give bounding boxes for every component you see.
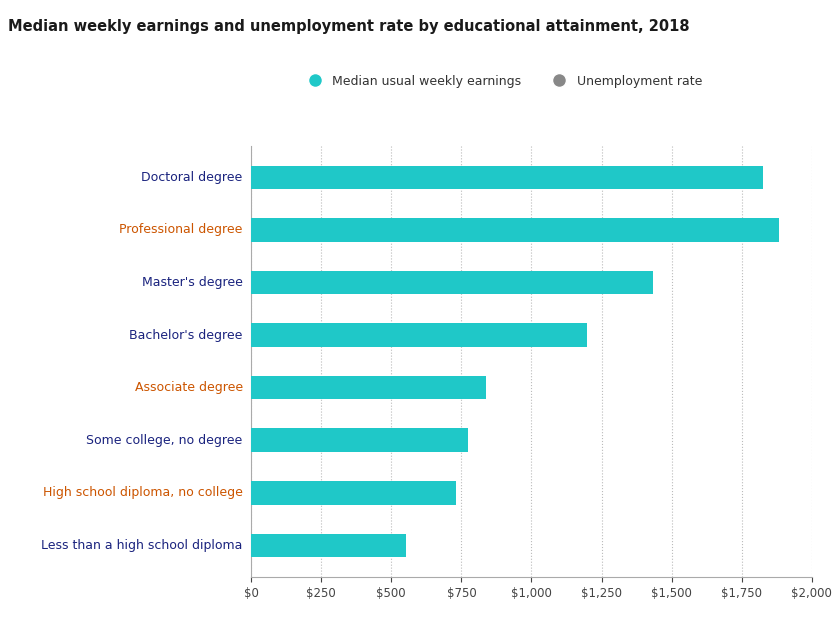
Bar [251,534,405,557]
Bar [251,429,467,452]
Text: Median weekly earnings and unemployment rate by educational attainment, 2018: Median weekly earnings and unemployment … [8,19,689,34]
Bar [251,165,762,189]
Text: High school diploma, no college: High school diploma, no college [43,486,242,500]
Bar [251,376,485,399]
Text: Associate degree: Associate degree [135,381,242,394]
Text: Less than a high school diploma: Less than a high school diploma [41,539,242,552]
Legend: Median usual weekly earnings, Unemployment rate: Median usual weekly earnings, Unemployme… [297,70,706,93]
Bar [251,218,778,242]
Bar [251,271,652,294]
Bar [251,323,586,347]
Text: Some college, no degree: Some college, no degree [86,434,242,447]
Text: Doctoral degree: Doctoral degree [141,171,242,184]
Bar [251,481,456,505]
Text: Master's degree: Master's degree [141,276,242,289]
Text: Professional degree: Professional degree [120,223,242,236]
Text: Bachelor's degree: Bachelor's degree [129,328,242,342]
